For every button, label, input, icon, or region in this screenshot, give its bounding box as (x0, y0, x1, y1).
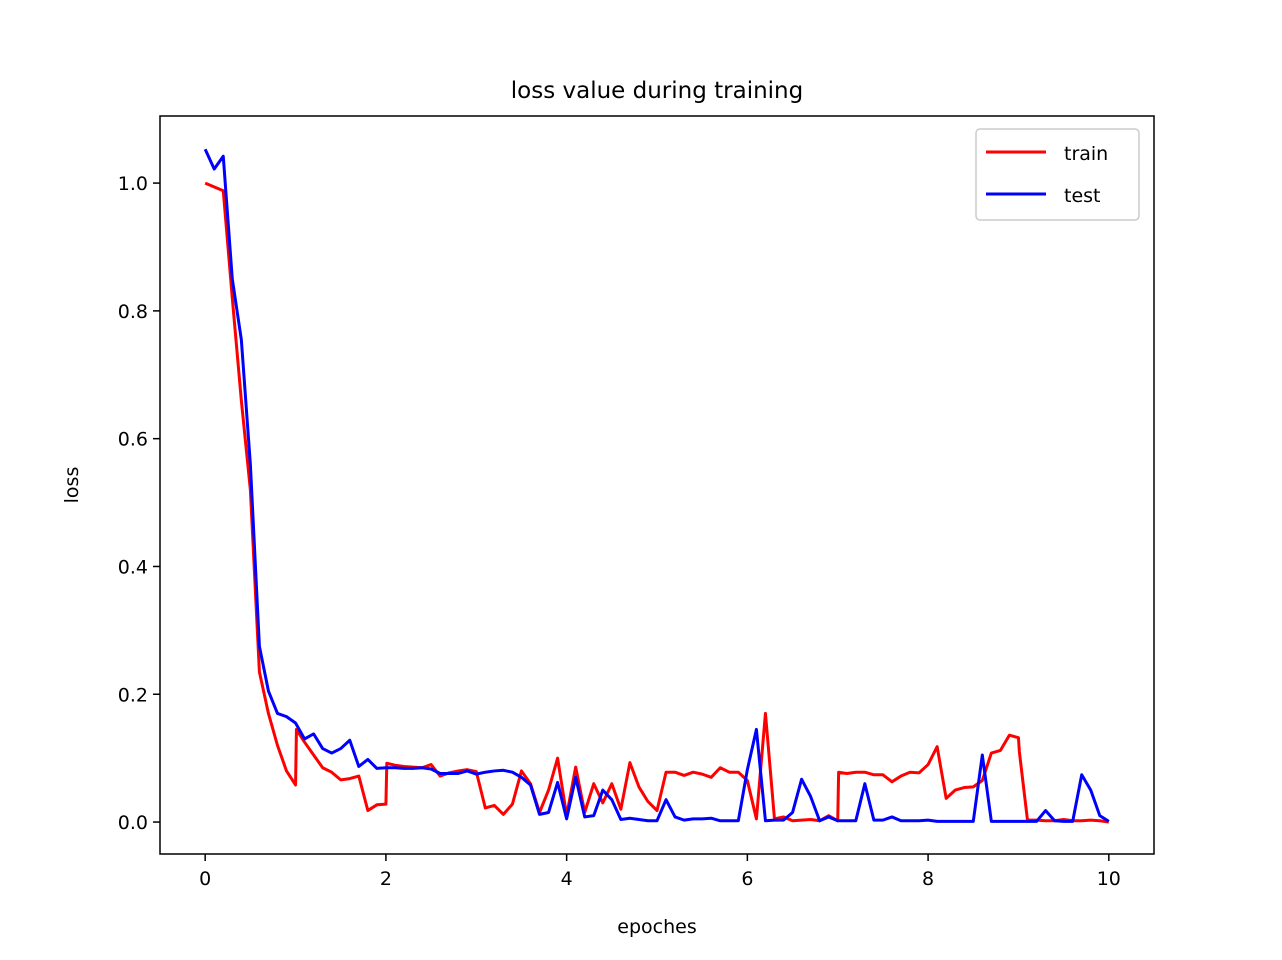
x-tick-label: 2 (380, 868, 392, 890)
y-tick-label: 0.0 (118, 812, 148, 834)
x-tick-label: 6 (741, 868, 753, 890)
x-tick-label: 8 (922, 868, 934, 890)
plot-frame (159, 115, 1155, 855)
legend: train test (975, 128, 1140, 221)
series-layer (203, 148, 1110, 824)
y-axis-label: loss (61, 467, 83, 504)
y-tick-label: 0.6 (118, 429, 148, 451)
legend-test-label: test (1064, 185, 1101, 207)
legend-train-label: train (1064, 143, 1108, 165)
x-axis-label: epoches (617, 916, 696, 938)
y-tick-label: 0.2 (118, 684, 148, 706)
x-tick-label: 10 (1097, 868, 1121, 890)
y-axis: 0.0 0.2 0.4 0.6 0.8 1.0 (118, 173, 160, 834)
chart-title: loss value during training (511, 78, 804, 104)
y-tick-label: 0.4 (118, 556, 148, 578)
y-tick-label: 0.8 (118, 301, 148, 323)
x-axis: 0 2 4 6 8 10 (199, 854, 1121, 890)
x-tick-label: 0 (199, 868, 211, 890)
series-line-train (204, 181, 1110, 824)
y-tick-label: 1.0 (118, 173, 148, 195)
legend-box (975, 128, 1140, 221)
x-tick-label: 4 (561, 868, 573, 890)
series-line-test (203, 148, 1110, 823)
